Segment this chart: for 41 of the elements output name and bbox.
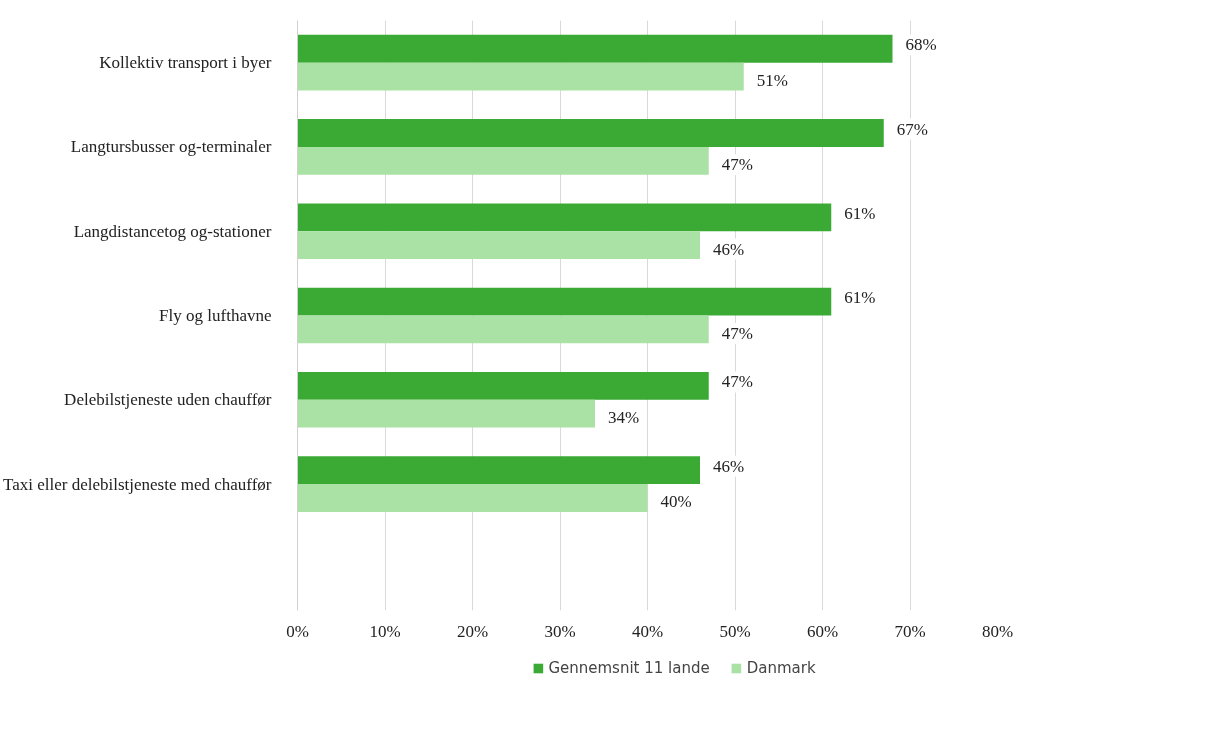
legend-label: Danmark [746,659,816,677]
y-tick-label: Fly og lufthavne [159,306,272,325]
x-tick-label: 60% [806,621,839,641]
x-tick-label: 30% [544,621,576,641]
legend-label: Gennemsnit 11 lande [548,659,710,677]
x-tick-label: 20% [456,621,489,641]
data-label: 40% [660,492,692,512]
bar [297,34,893,63]
data-label: 47% [721,323,753,343]
bar [297,203,832,232]
data-label: 46% [713,239,745,259]
y-tick-label: Kollektiv transport i byer [99,53,272,73]
bar [297,119,884,147]
bar [297,62,744,91]
bar [297,371,709,400]
data-label: 67% [896,119,928,139]
data-label: 61% [844,288,876,308]
y-tick-label: Delebilstjeneste uden chauffør [64,390,272,410]
data-label: 51% [756,71,788,91]
data-label: 46% [713,456,745,476]
data-label: 34% [608,408,640,428]
data-label: 47% [721,372,753,392]
x-tick-label: 40% [631,621,664,641]
x-tick-label: 70% [894,621,926,641]
data-label: 68% [905,35,937,55]
bar [297,456,700,485]
y-tick-label: Langtursbusser og-terminaler [70,137,272,157]
data-label: 47% [721,155,753,175]
data-label: 61% [844,203,876,223]
bar [297,315,709,344]
y-tick-label: Langdistancetog og-stationer [73,221,272,241]
x-tick-label: 10% [369,621,401,641]
bar [297,399,595,428]
bar [297,484,648,512]
x-tick-label: 0% [286,621,309,641]
bar [297,231,700,260]
x-tick-label: 50% [719,621,751,641]
y-tick-label: Taxi eller delebilstjeneste med chauffør [3,474,272,494]
bar [297,287,832,316]
x-tick-label: 80% [981,621,1014,641]
bar [297,146,709,175]
